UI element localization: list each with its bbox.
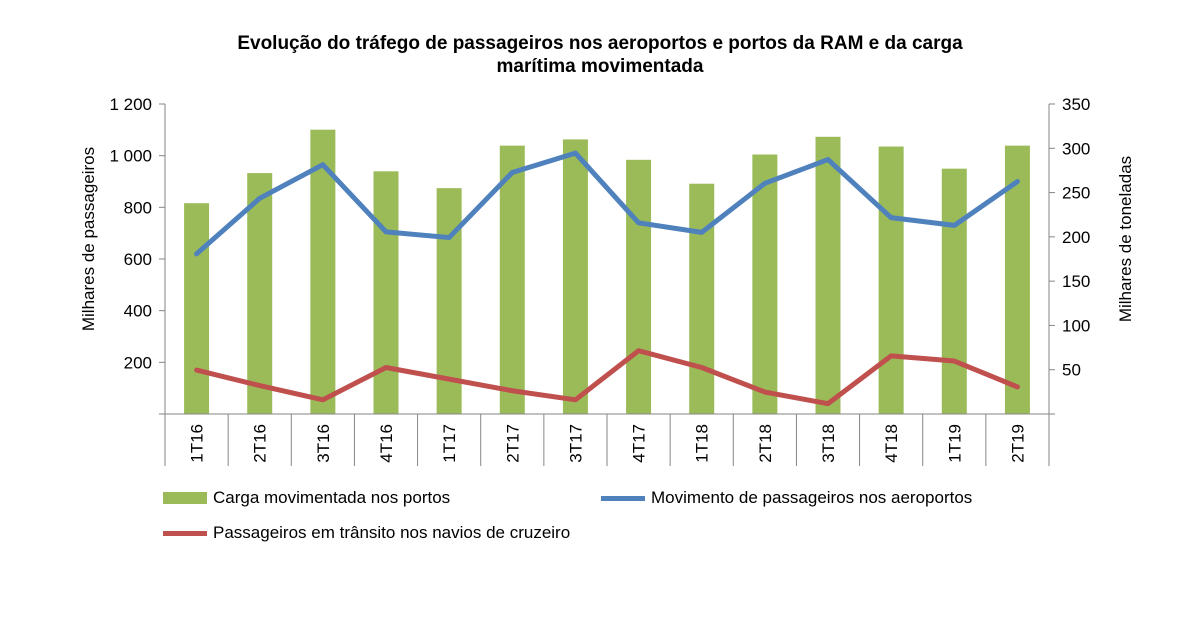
series-line-passageiros-cruzeiro — [194, 348, 1020, 407]
bar-2T16 — [247, 173, 273, 414]
y-right-tick-label: 200 — [1062, 228, 1090, 247]
series-line-passageiros-aeroportos — [194, 150, 1020, 257]
bar-2T18 — [752, 154, 778, 414]
bar-3T18 — [815, 136, 841, 414]
bar-2T17 — [499, 145, 525, 414]
x-tick-label-3T16: 3T16 — [314, 424, 333, 463]
y-right-tick-label: 50 — [1062, 361, 1081, 380]
y-right-tick-label: 250 — [1062, 184, 1090, 203]
bar-4T16 — [373, 171, 399, 414]
y-right-tick-label: 300 — [1062, 139, 1090, 158]
x-tick-label-2T18: 2T18 — [756, 424, 775, 463]
bar-2T19 — [1004, 145, 1030, 414]
x-tick-label-2T19: 2T19 — [1008, 424, 1027, 463]
x-tick-label-1T17: 1T17 — [440, 424, 459, 463]
y-left-tick-label: 200 — [124, 353, 152, 372]
bar-4T17 — [626, 159, 652, 414]
legend-label-bar: Carga movimentada nos portos — [213, 488, 451, 507]
legend-label-blue-line: Movimento de passageiros nos aeroportos — [651, 488, 973, 507]
y-left-tick-label: 800 — [124, 198, 152, 217]
bar-1T16 — [184, 203, 210, 414]
legend-label-red-line: Passageiros em trânsito nos navios de cr… — [213, 523, 571, 542]
y-left-tick-label: 600 — [124, 250, 152, 269]
legend-swatch-bar — [163, 492, 207, 504]
legend-swatch-blue-line — [601, 495, 645, 501]
x-tick-label-4T17: 4T17 — [630, 424, 649, 463]
x-tick-label-1T19: 1T19 — [945, 424, 964, 463]
y-right-tick-label: 100 — [1062, 316, 1090, 335]
chart-title-line-2: marítima movimentada — [496, 56, 704, 77]
x-tick-label-3T18: 3T18 — [819, 424, 838, 463]
x-tick-label-4T16: 4T16 — [377, 424, 396, 463]
bar-1T19 — [941, 168, 967, 414]
y-right-tick-label: 150 — [1062, 272, 1090, 291]
chart-title: Evolução do tráfego de passageiros nos a… — [0, 32, 1200, 78]
legend-item-blue-line: Movimento de passageiros nos aeroportos — [601, 488, 972, 508]
x-tick-label-3T17: 3T17 — [566, 424, 585, 463]
x-tick-label-1T18: 1T18 — [693, 424, 712, 463]
y-right-tick-label: 350 — [1062, 95, 1090, 114]
y-left-axis-title: Milhares de passageiros — [79, 147, 98, 331]
x-tick-label-1T16: 1T16 — [188, 424, 207, 463]
x-tick-label-2T17: 2T17 — [503, 424, 522, 463]
legend-item-bar: Carga movimentada nos portos — [163, 488, 450, 508]
chart-title-line-1: Evolução do tráfego de passageiros nos a… — [237, 33, 963, 54]
bar-1T18 — [689, 183, 715, 414]
legend-item-red-line: Passageiros em trânsito nos navios de cr… — [163, 523, 570, 543]
y-left-tick-label: 1 000 — [109, 147, 152, 166]
legend-swatch-red-line — [163, 530, 207, 536]
y-left-tick-label: 400 — [124, 302, 152, 321]
x-tick-label-4T18: 4T18 — [882, 424, 901, 463]
x-tick-label-2T16: 2T16 — [251, 424, 270, 463]
y-right-axis-title: Milhares de toneladas — [1116, 156, 1135, 322]
bar-3T17 — [562, 139, 588, 414]
bar-4T18 — [878, 146, 904, 414]
y-left-tick-label: 1 200 — [109, 95, 152, 114]
